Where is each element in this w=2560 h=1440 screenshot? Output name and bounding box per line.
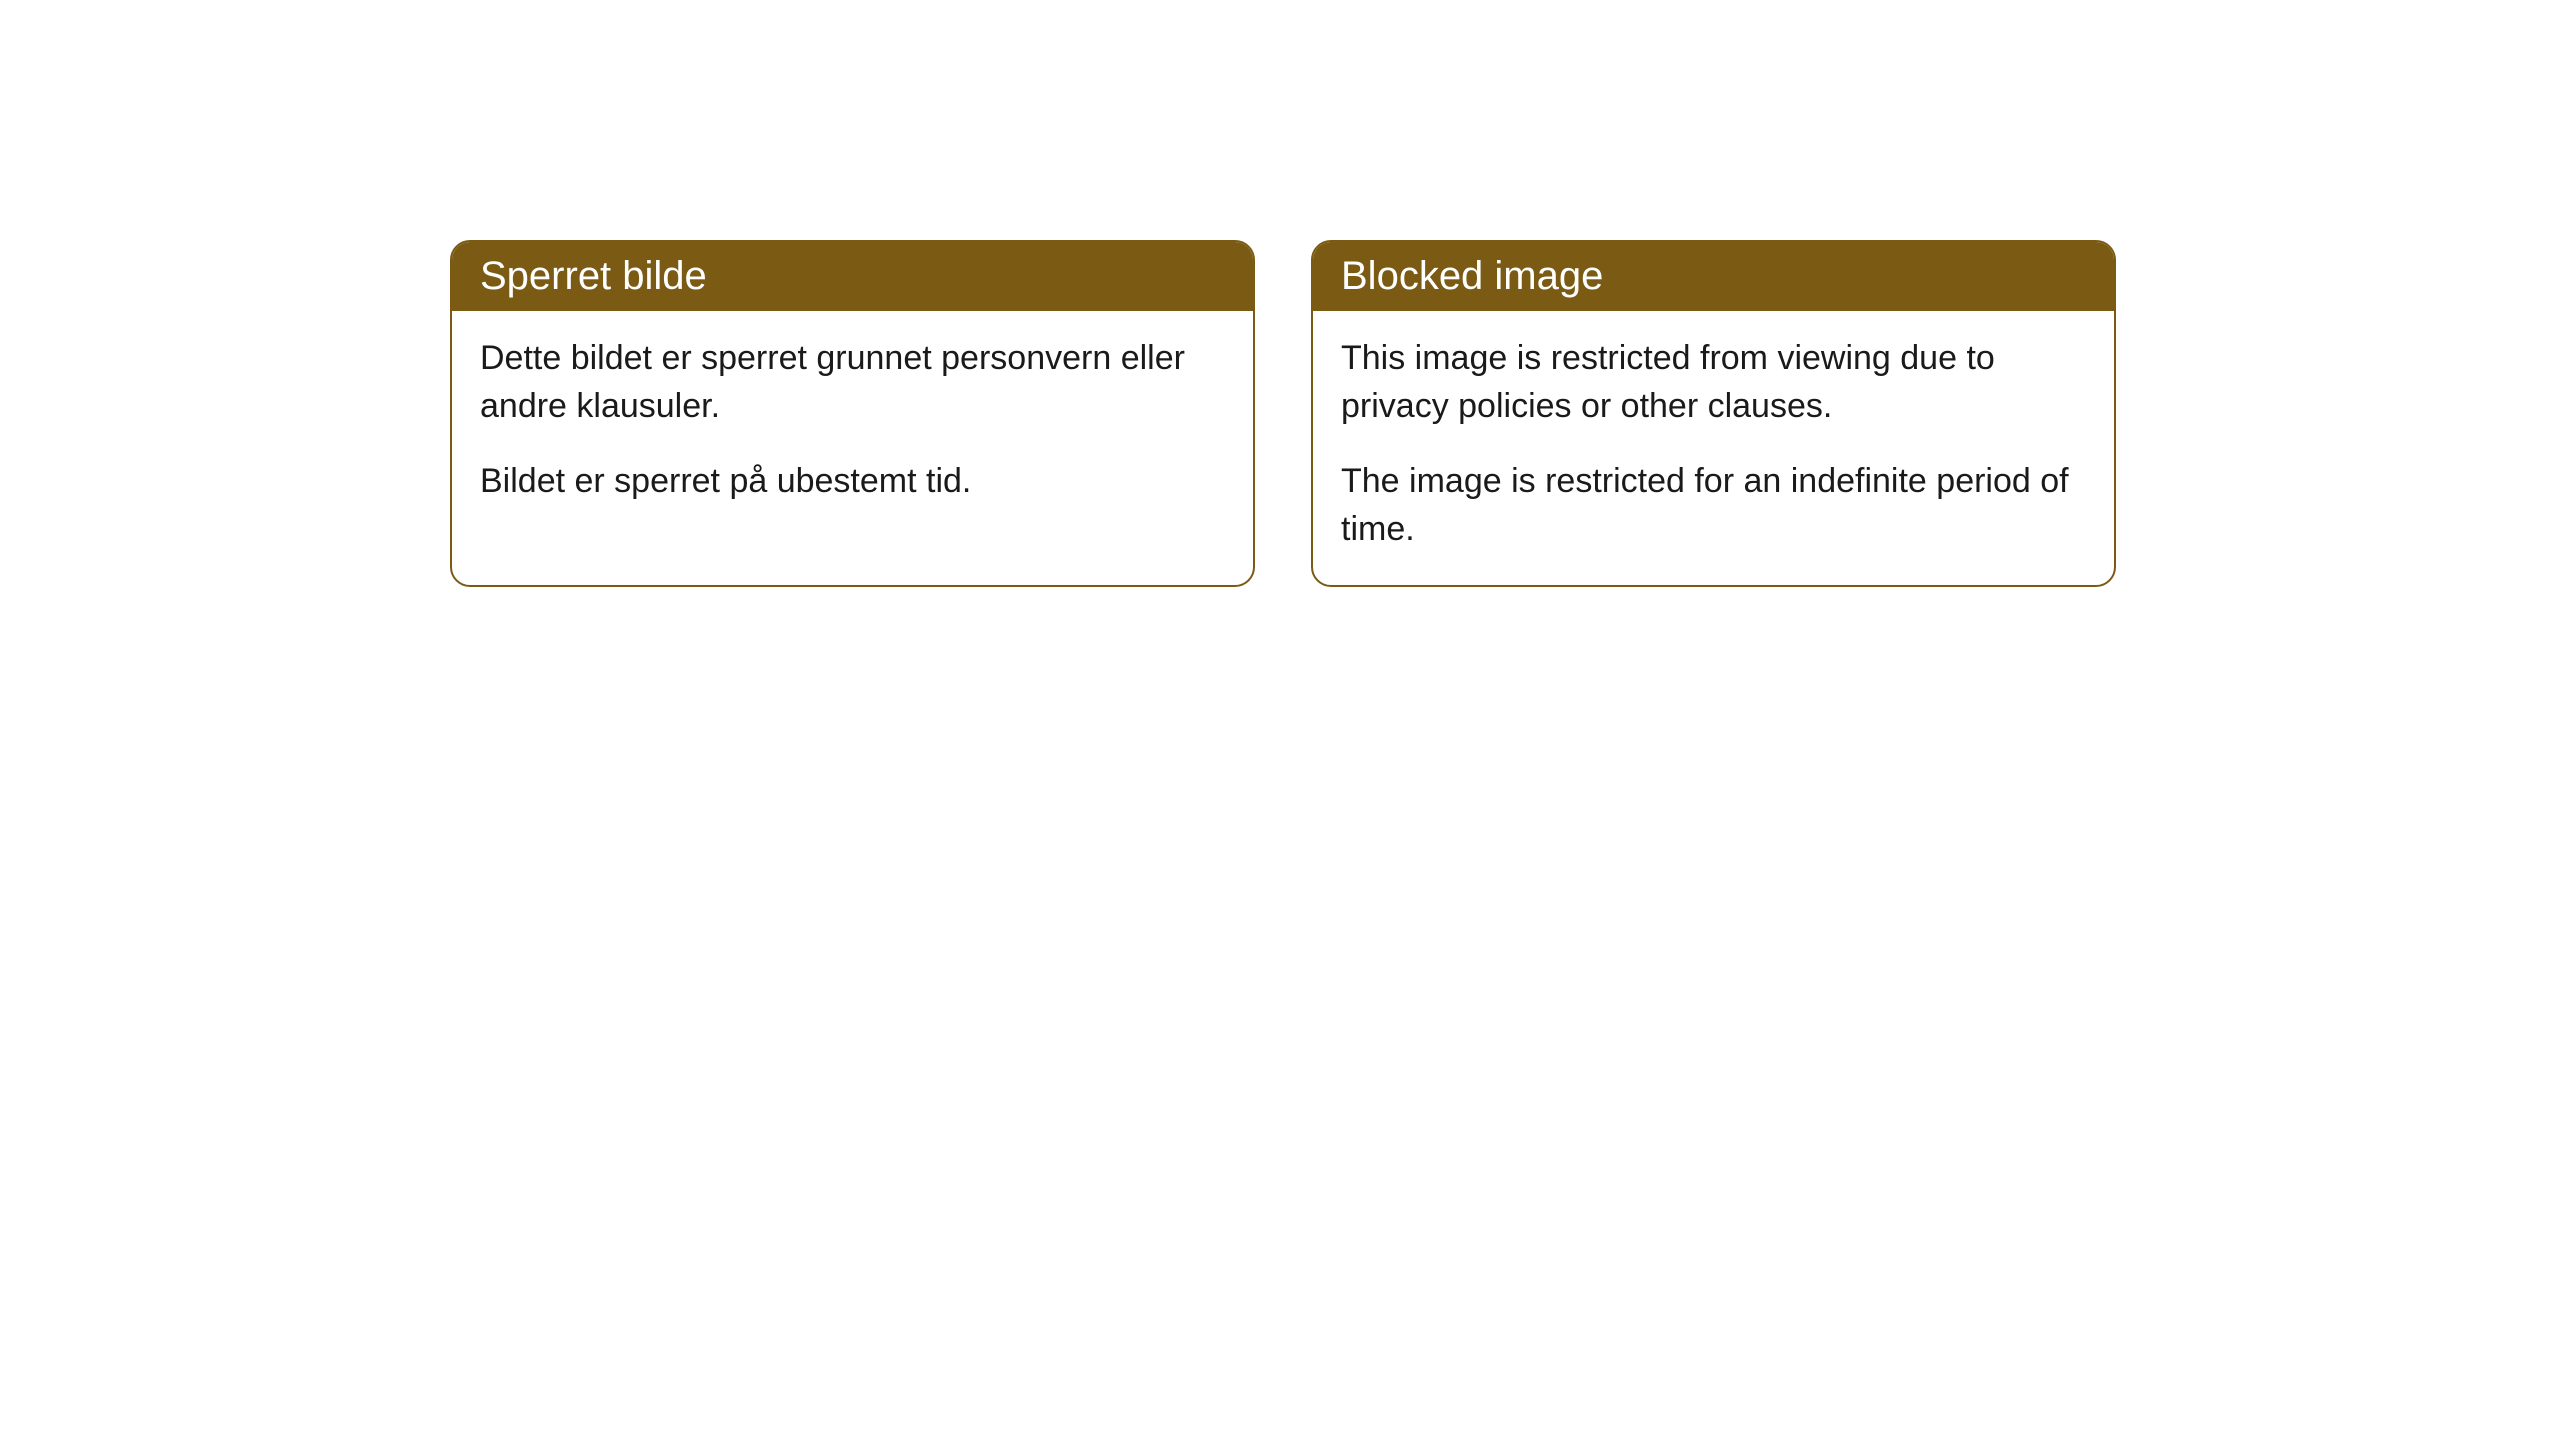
card-body-norwegian: Dette bildet er sperret grunnet personve… <box>452 311 1253 538</box>
card-title: Sperret bilde <box>480 254 707 298</box>
card-text-1: This image is restricted from viewing du… <box>1341 335 2086 430</box>
notice-card-norwegian: Sperret bilde Dette bildet er sperret gr… <box>450 240 1255 587</box>
card-header-norwegian: Sperret bilde <box>452 242 1253 311</box>
card-text-2: The image is restricted for an indefinit… <box>1341 458 2086 553</box>
card-text-1: Dette bildet er sperret grunnet personve… <box>480 335 1225 430</box>
card-title: Blocked image <box>1341 254 1603 298</box>
notice-cards-container: Sperret bilde Dette bildet er sperret gr… <box>450 240 2116 587</box>
card-header-english: Blocked image <box>1313 242 2114 311</box>
card-body-english: This image is restricted from viewing du… <box>1313 311 2114 585</box>
card-text-2: Bildet er sperret på ubestemt tid. <box>480 458 1225 506</box>
notice-card-english: Blocked image This image is restricted f… <box>1311 240 2116 587</box>
